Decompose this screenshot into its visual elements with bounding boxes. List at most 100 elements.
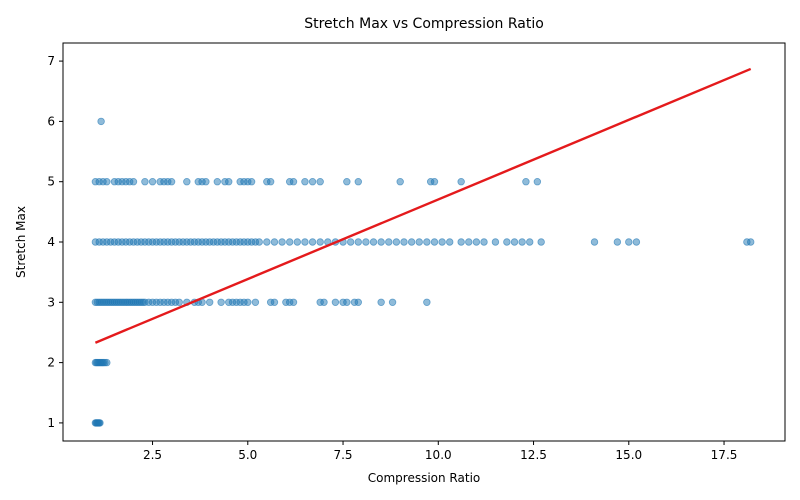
data-point xyxy=(141,177,149,186)
data-point xyxy=(244,298,252,306)
data-point xyxy=(293,238,302,246)
data-point xyxy=(362,238,370,246)
data-point xyxy=(430,177,439,186)
data-point xyxy=(217,298,225,306)
data-point xyxy=(747,238,755,246)
data-point xyxy=(632,238,641,246)
data-point xyxy=(457,177,465,186)
data-points xyxy=(91,117,755,427)
data-point xyxy=(270,238,279,246)
data-point xyxy=(430,238,439,246)
y-tick-label: 7 xyxy=(47,54,55,68)
data-point xyxy=(377,238,385,246)
data-point xyxy=(354,238,362,246)
y-tick-label: 3 xyxy=(47,295,55,309)
data-point xyxy=(247,177,256,186)
trend-line xyxy=(94,67,752,344)
data-point xyxy=(415,238,423,246)
data-point xyxy=(346,238,355,246)
x-tick-label: 5.0 xyxy=(238,448,257,462)
data-point xyxy=(316,238,324,246)
data-point xyxy=(522,177,530,186)
data-point xyxy=(202,177,210,186)
data-point xyxy=(423,298,431,306)
data-point xyxy=(407,238,416,246)
y-tick-label: 2 xyxy=(47,356,55,370)
x-tick-label: 2.5 xyxy=(143,448,162,462)
data-point xyxy=(103,177,111,186)
chart-title: Stretch Max vs Compression Ratio xyxy=(304,16,544,32)
y-axis-ticks: 1 2 3 4 5 6 7 xyxy=(47,54,63,430)
data-point xyxy=(369,238,378,246)
data-point xyxy=(343,177,351,186)
data-point xyxy=(590,238,599,246)
data-point xyxy=(301,177,309,186)
data-point xyxy=(526,238,534,246)
data-point xyxy=(278,238,286,246)
data-point xyxy=(396,177,404,186)
data-point xyxy=(392,238,401,246)
data-point xyxy=(316,177,324,186)
data-point xyxy=(213,177,222,186)
data-point xyxy=(308,177,317,186)
data-point xyxy=(510,238,519,246)
data-point xyxy=(167,177,176,186)
data-point xyxy=(96,419,104,427)
x-tick-label: 15.0 xyxy=(615,448,642,462)
data-point xyxy=(255,238,263,246)
y-axis-label: Stretch Max xyxy=(14,206,28,278)
y-tick-label: 6 xyxy=(47,114,55,128)
data-point xyxy=(423,238,431,246)
data-point xyxy=(129,177,138,186)
x-tick-label: 10.0 xyxy=(425,448,452,462)
data-point xyxy=(263,238,271,246)
trend-line-group xyxy=(94,67,752,344)
data-point xyxy=(343,298,351,306)
data-point xyxy=(251,298,260,306)
data-point xyxy=(183,177,191,186)
data-point xyxy=(354,177,362,186)
data-point xyxy=(266,177,275,186)
data-point xyxy=(438,238,446,246)
data-point xyxy=(388,298,397,306)
data-point xyxy=(301,238,309,246)
data-point xyxy=(320,298,328,306)
data-point xyxy=(385,238,393,246)
y-tick-label: 1 xyxy=(47,416,55,430)
data-point xyxy=(465,238,473,246)
y-tick-label: 5 xyxy=(47,175,55,189)
data-point xyxy=(457,238,465,246)
data-point xyxy=(103,358,111,367)
data-point xyxy=(480,238,488,246)
x-tick-label: 17.5 xyxy=(711,448,738,462)
x-axis-ticks: 2.5 5.0 7.5 10.0 12.5 15.0 17.5 xyxy=(143,441,737,462)
data-point xyxy=(175,298,183,306)
x-tick-label: 7.5 xyxy=(333,448,352,462)
data-point xyxy=(491,238,500,246)
data-point xyxy=(97,117,105,126)
data-point xyxy=(472,238,481,246)
data-point xyxy=(537,238,545,246)
data-point xyxy=(331,298,340,306)
data-point xyxy=(518,238,526,246)
data-point xyxy=(205,298,214,306)
data-point xyxy=(446,238,454,246)
data-point xyxy=(377,298,385,306)
x-tick-label: 12.5 xyxy=(520,448,547,462)
data-point xyxy=(400,238,408,246)
data-point xyxy=(533,177,542,186)
data-point xyxy=(503,238,511,246)
data-point xyxy=(354,298,362,306)
data-point xyxy=(148,177,157,186)
data-point xyxy=(289,298,298,306)
data-point xyxy=(286,238,294,246)
data-point xyxy=(289,177,298,186)
x-axis-label: Compression Ratio xyxy=(368,471,481,485)
data-point xyxy=(308,238,317,246)
y-tick-label: 4 xyxy=(47,235,55,249)
data-point xyxy=(625,238,633,246)
data-point xyxy=(270,298,279,306)
data-point xyxy=(225,177,233,186)
data-point xyxy=(613,238,622,246)
